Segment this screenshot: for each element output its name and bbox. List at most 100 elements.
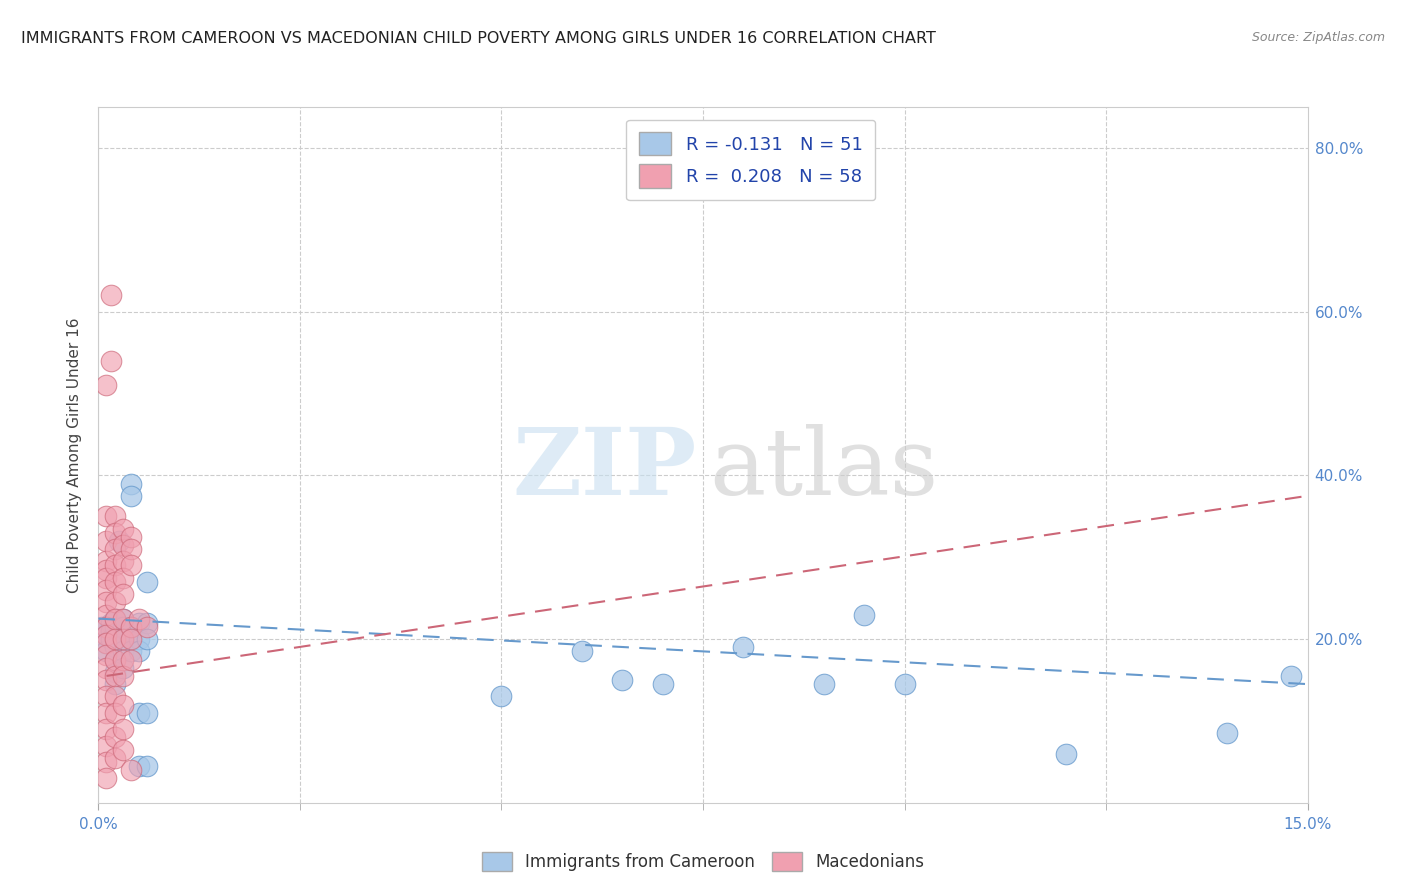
Point — [100, 288, 122, 302]
Point — [103, 574, 125, 589]
Point — [733, 640, 755, 655]
Point — [128, 759, 150, 773]
Point — [120, 632, 142, 646]
Point — [103, 706, 125, 720]
Point — [107, 533, 129, 548]
Point — [813, 677, 835, 691]
Point — [111, 612, 134, 626]
Point — [128, 615, 150, 630]
Point — [111, 652, 134, 666]
Point — [111, 644, 134, 658]
Point — [120, 530, 142, 544]
Point — [103, 632, 125, 646]
Point — [96, 378, 118, 392]
Point — [120, 620, 142, 634]
Point — [120, 476, 142, 491]
Point — [120, 644, 142, 658]
Point — [96, 644, 118, 658]
Point — [103, 558, 125, 573]
Point — [91, 620, 114, 634]
Point — [96, 673, 118, 687]
Point — [100, 615, 122, 630]
Point — [96, 509, 118, 524]
Point — [111, 669, 134, 683]
Point — [103, 595, 125, 609]
Text: ZIP: ZIP — [513, 424, 697, 514]
Point — [853, 607, 876, 622]
Point — [111, 522, 134, 536]
Point — [111, 612, 134, 626]
Point — [111, 587, 134, 601]
Point — [96, 595, 118, 609]
Point — [135, 759, 157, 773]
Point — [111, 571, 134, 585]
Point — [103, 665, 125, 679]
Point — [103, 612, 125, 626]
Point — [128, 706, 150, 720]
Text: Source: ZipAtlas.com: Source: ZipAtlas.com — [1251, 31, 1385, 45]
Point — [1281, 669, 1303, 683]
Point — [96, 690, 118, 704]
Point — [491, 690, 513, 704]
Point — [111, 632, 134, 646]
Point — [96, 582, 118, 597]
Point — [96, 648, 118, 663]
Point — [103, 677, 125, 691]
Point — [96, 739, 118, 753]
Point — [120, 652, 142, 666]
Point — [96, 636, 118, 650]
Text: IMMIGRANTS FROM CAMEROON VS MACEDONIAN CHILD POVERTY AMONG GIRLS UNDER 16 CORREL: IMMIGRANTS FROM CAMEROON VS MACEDONIAN C… — [21, 31, 936, 46]
Point — [120, 489, 142, 503]
Point — [103, 620, 125, 634]
Point — [96, 636, 118, 650]
Point — [96, 620, 118, 634]
Point — [111, 698, 134, 712]
Point — [100, 624, 122, 638]
Point — [96, 620, 118, 634]
Point — [120, 558, 142, 573]
Point — [100, 632, 122, 646]
Point — [135, 615, 157, 630]
Point — [103, 751, 125, 765]
Point — [111, 554, 134, 568]
Point — [111, 722, 134, 736]
Point — [103, 652, 125, 666]
Point — [135, 574, 157, 589]
Point — [96, 771, 118, 785]
Point — [103, 731, 125, 745]
Point — [103, 640, 125, 655]
Point — [100, 353, 122, 368]
Point — [128, 644, 150, 658]
Point — [111, 742, 134, 756]
Point — [103, 525, 125, 540]
Point — [96, 661, 118, 675]
Point — [96, 706, 118, 720]
Point — [96, 607, 118, 622]
Point — [120, 632, 142, 646]
Point — [135, 706, 157, 720]
Point — [612, 673, 634, 687]
Point — [96, 554, 118, 568]
Point — [103, 612, 125, 626]
Point — [103, 652, 125, 666]
Point — [135, 620, 157, 634]
Point — [571, 644, 593, 658]
Point — [103, 542, 125, 557]
Point — [128, 632, 150, 646]
Legend: R = -0.131   N = 51, R =  0.208   N = 58: R = -0.131 N = 51, R = 0.208 N = 58 — [626, 120, 876, 201]
Point — [1216, 726, 1239, 740]
Point — [96, 628, 118, 642]
Point — [103, 632, 125, 646]
Point — [103, 690, 125, 704]
Point — [96, 755, 118, 769]
Point — [651, 677, 673, 691]
Point — [120, 542, 142, 557]
Point — [893, 677, 915, 691]
Legend: Immigrants from Cameroon, Macedonians: Immigrants from Cameroon, Macedonians — [474, 843, 932, 880]
Point — [96, 571, 118, 585]
Point — [120, 763, 142, 777]
Text: atlas: atlas — [709, 424, 938, 514]
Point — [120, 620, 142, 634]
Point — [103, 509, 125, 524]
Point — [1054, 747, 1077, 761]
